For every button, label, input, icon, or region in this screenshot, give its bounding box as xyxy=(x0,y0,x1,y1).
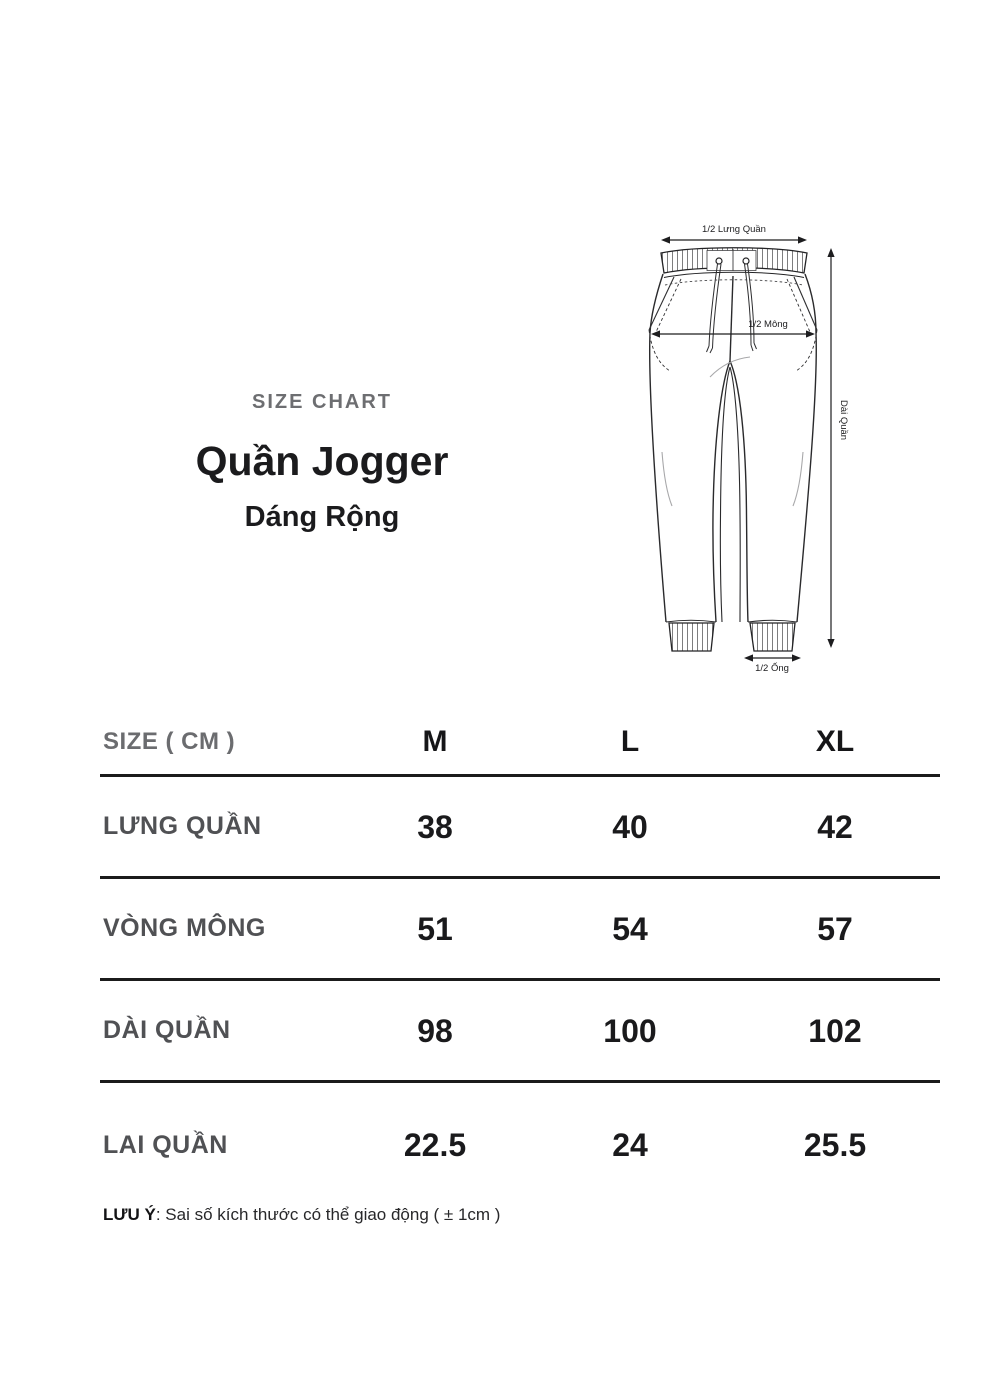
cell-value: 51 xyxy=(417,910,453,947)
cell-value: 98 xyxy=(417,1012,453,1049)
page-title: Quần Jogger xyxy=(195,438,449,484)
cell-value: 54 xyxy=(612,910,648,947)
cell-value: 40 xyxy=(612,808,648,845)
page-subtitle: Dáng Rộng xyxy=(244,501,400,533)
table-row-hip: VÒNG MÔNG 51 54 57 xyxy=(100,879,940,981)
cell-value: 57 xyxy=(817,910,853,947)
dim-label-length: Dài Quần xyxy=(838,400,849,440)
dim-arrow-hem xyxy=(744,654,801,662)
cell-value: 24 xyxy=(612,1127,648,1163)
size-table: SIZE ( CM ) M L XL LƯNG QUẦN 38 40 42 VÒ… xyxy=(100,710,940,1207)
dim-arrow-length xyxy=(827,248,835,648)
table-corner-label: SIZE ( CM ) xyxy=(103,728,236,755)
column-header-l: L xyxy=(620,725,640,758)
column-header-m: M xyxy=(422,725,448,758)
cell-value: 38 xyxy=(417,808,453,845)
dim-label-hip: 1/2 Mông xyxy=(748,319,788,330)
row-label: LAI QUẦN xyxy=(103,1130,228,1159)
note-text: : Sai số kích thước có thể giao động ( ±… xyxy=(155,1205,501,1224)
pocket-lines xyxy=(648,276,818,372)
waistband xyxy=(660,247,808,278)
cell-value: 25.5 xyxy=(803,1127,867,1163)
title-block: SIZE CHART Quần Jogger Dáng Rộng xyxy=(122,391,522,534)
eyebrow-size-chart: SIZE CHART xyxy=(252,391,392,413)
row-label: LƯNG QUẦN xyxy=(103,812,262,840)
row-label: VÒNG MÔNG xyxy=(103,914,266,942)
table-row-length: DÀI QUẦN 98 100 102 xyxy=(100,981,940,1083)
pants-outline xyxy=(648,273,817,623)
tolerance-note: LƯU Ý: Sai số kích thước có thể giao độn… xyxy=(103,1205,500,1225)
cell-value: 22.5 xyxy=(403,1127,467,1163)
table-header-row: SIZE ( CM ) M L XL xyxy=(100,710,940,777)
column-header-xl: XL xyxy=(815,725,855,758)
dim-arrow-hip xyxy=(651,330,815,338)
table-row-waist: LƯNG QUẦN 38 40 42 xyxy=(100,777,940,879)
jogger-technical-sketch: 1/2 Lưng Quần xyxy=(648,224,849,674)
cell-value: 102 xyxy=(808,1012,862,1049)
drawstrings xyxy=(706,263,757,354)
dim-label-hem: 1/2 Ống xyxy=(755,662,789,674)
fabric-accent-lines xyxy=(661,356,804,507)
cell-value: 100 xyxy=(603,1012,657,1049)
cuffs xyxy=(668,622,796,652)
row-label: DÀI QUẦN xyxy=(103,1016,231,1044)
dim-label-waist: 1/2 Lưng Quần xyxy=(702,224,766,235)
note-label: LƯU Ý xyxy=(103,1205,156,1224)
dim-arrow-waist xyxy=(661,236,807,244)
table-row-hem: LAI QUẦN 22.5 24 25.5 xyxy=(100,1083,940,1207)
cell-value: 42 xyxy=(817,808,853,845)
